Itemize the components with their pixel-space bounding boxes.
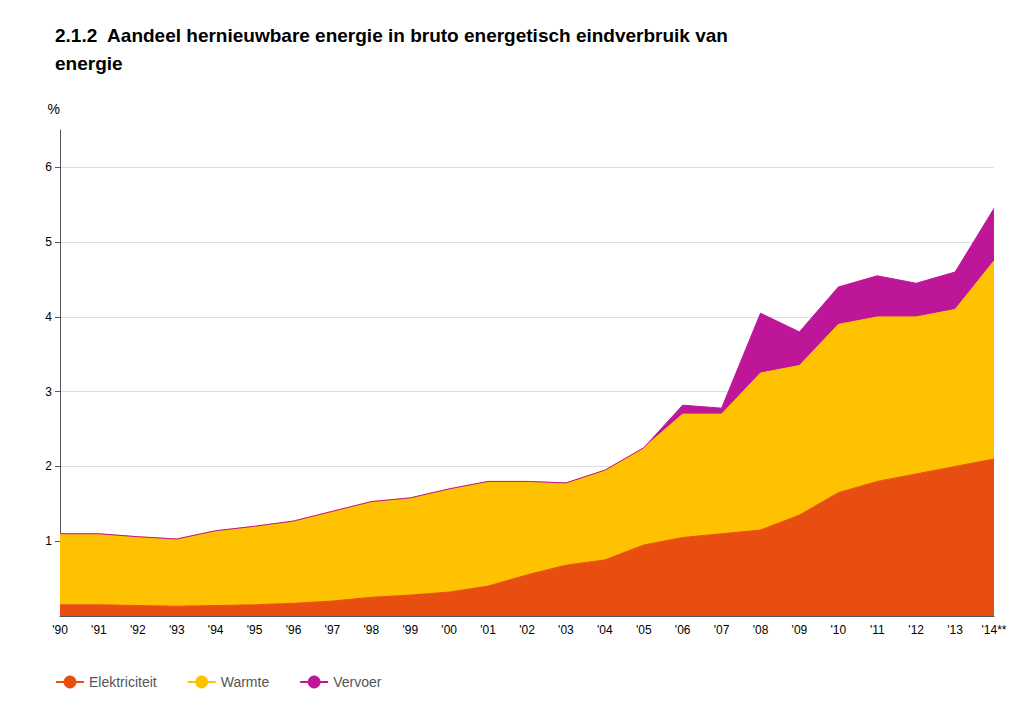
svg-text:'03: '03 <box>558 623 574 637</box>
svg-text:'06: '06 <box>675 623 691 637</box>
svg-text:'09: '09 <box>792 623 808 637</box>
svg-text:'97: '97 <box>325 623 341 637</box>
svg-text:'02: '02 <box>519 623 535 637</box>
svg-text:'05: '05 <box>636 623 652 637</box>
svg-text:'04: '04 <box>597 623 613 637</box>
svg-text:'92: '92 <box>130 623 146 637</box>
svg-text:1: 1 <box>45 534 52 548</box>
svg-text:'99: '99 <box>402 623 418 637</box>
svg-text:Warmte: Warmte <box>221 674 270 690</box>
svg-text:'95: '95 <box>247 623 263 637</box>
svg-text:2: 2 <box>45 459 52 473</box>
svg-text:'93: '93 <box>169 623 185 637</box>
svg-text:Elektriciteit: Elektriciteit <box>89 674 157 690</box>
svg-text:'11: '11 <box>870 623 885 637</box>
svg-text:6: 6 <box>45 160 52 174</box>
svg-text:%: % <box>48 101 60 117</box>
svg-text:'14**: '14** <box>982 623 1007 637</box>
svg-text:'00: '00 <box>441 623 457 637</box>
svg-text:'96: '96 <box>286 623 302 637</box>
svg-text:'91: '91 <box>91 623 107 637</box>
svg-text:'10: '10 <box>831 623 847 637</box>
svg-text:'13: '13 <box>947 623 963 637</box>
svg-text:'07: '07 <box>714 623 730 637</box>
svg-text:2.1.2 Aandeel hernieuwbare en: 2.1.2 Aandeel hernieuwbare energie in br… <box>55 25 728 46</box>
svg-text:'94: '94 <box>208 623 224 637</box>
svg-text:energie: energie <box>55 53 123 74</box>
svg-text:'01: '01 <box>480 623 496 637</box>
svg-text:'08: '08 <box>753 623 769 637</box>
svg-text:'98: '98 <box>364 623 380 637</box>
svg-text:5: 5 <box>45 235 52 249</box>
svg-text:'90: '90 <box>52 623 68 637</box>
svg-text:3: 3 <box>45 385 52 399</box>
svg-text:'12: '12 <box>908 623 924 637</box>
svg-text:4: 4 <box>45 310 52 324</box>
svg-text:Vervoer: Vervoer <box>333 674 382 690</box>
